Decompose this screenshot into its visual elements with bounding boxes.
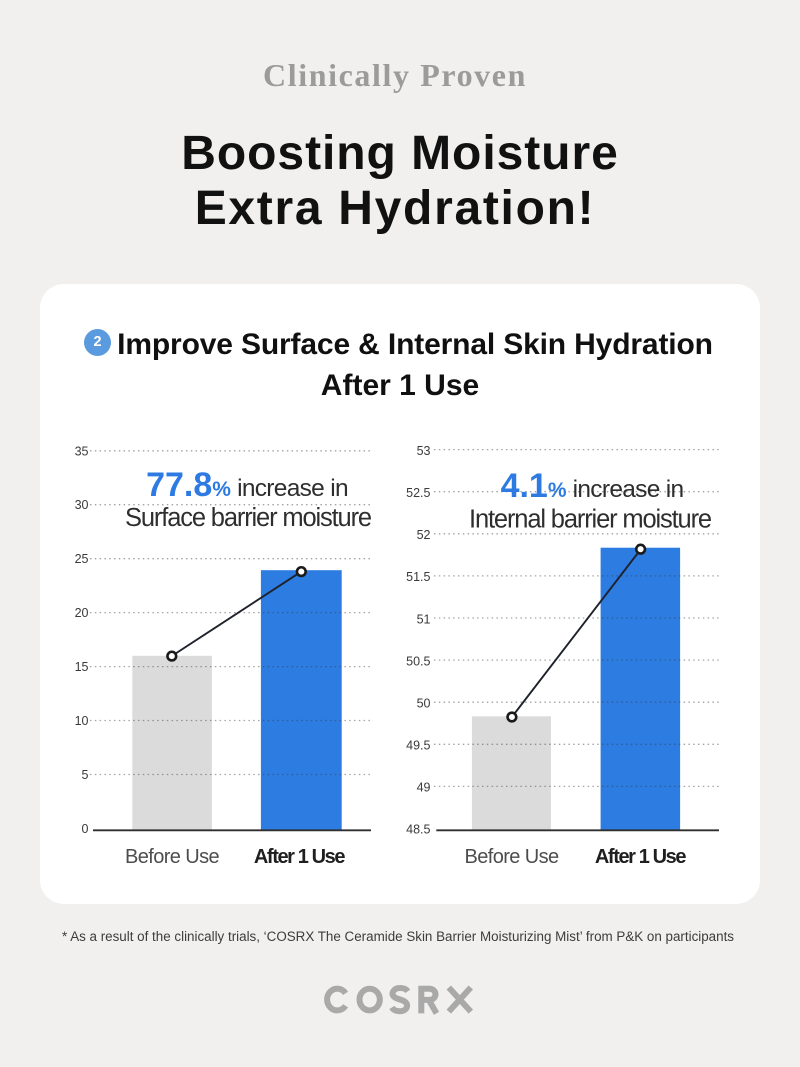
svg-text:Before Use: Before Use — [125, 846, 220, 868]
svg-text:52.5: 52.5 — [406, 486, 430, 500]
svg-text:After 1 Use: After 1 Use — [595, 846, 686, 868]
svg-text:30: 30 — [75, 498, 89, 512]
svg-text:49: 49 — [417, 781, 431, 795]
svg-text:48.5: 48.5 — [406, 823, 430, 837]
svg-text:5: 5 — [82, 768, 89, 782]
svg-text:20: 20 — [75, 606, 89, 620]
svg-text:Before Use: Before Use — [464, 846, 559, 868]
svg-text:49.5: 49.5 — [406, 739, 430, 753]
svg-text:4.1% increase in: 4.1% increase in — [501, 467, 684, 505]
svg-text:Internal barrier moisture: Internal barrier moisture — [469, 505, 712, 533]
svg-text:After 1 Use: After 1 Use — [254, 846, 345, 868]
svg-text:51: 51 — [417, 612, 431, 626]
svg-text:0: 0 — [82, 822, 89, 836]
svg-text:35: 35 — [75, 444, 89, 458]
svg-text:50.5: 50.5 — [406, 654, 430, 668]
svg-text:Surface barrier moisture: Surface barrier moisture — [125, 504, 372, 532]
svg-text:52: 52 — [417, 528, 431, 542]
svg-text:50: 50 — [417, 697, 431, 711]
svg-text:10: 10 — [75, 714, 89, 728]
svg-text:15: 15 — [75, 660, 89, 674]
svg-text:53: 53 — [417, 444, 431, 458]
svg-text:25: 25 — [75, 552, 89, 566]
svg-text:51.5: 51.5 — [406, 570, 430, 584]
svg-text:77.8% increase in: 77.8% increase in — [146, 466, 348, 504]
